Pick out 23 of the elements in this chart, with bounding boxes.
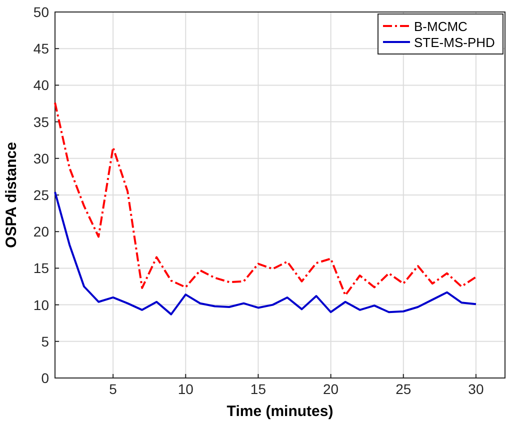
y-tick-label: 45 [33, 40, 50, 57]
x-tick-label: 10 [178, 381, 194, 397]
x-tick-label: 20 [323, 381, 339, 397]
y-tick-label: 20 [33, 224, 50, 240]
legend-label: STE-MS-PHD [414, 35, 495, 50]
y-tick-label: 25 [33, 187, 50, 203]
legend-label: B-MCMC [414, 19, 468, 34]
line-series [54, 102, 477, 296]
y-axis-title: OSPA distance [3, 142, 20, 248]
y-tick-label: 30 [33, 150, 50, 166]
x-tick-label: 30 [468, 381, 484, 397]
y-tick-label: 15 [33, 260, 50, 276]
y-tick-label: 50 [33, 4, 50, 20]
x-tick-label: 25 [396, 381, 412, 397]
x-tick-label: 15 [250, 381, 266, 397]
x-axis-title: Time (minutes) [226, 403, 334, 420]
y-tick-label: 10 [33, 296, 50, 313]
x-tick-label: 5 [109, 381, 118, 397]
y-tick-label: 0 [41, 370, 50, 386]
line-series [54, 191, 477, 316]
y-tick-label: 5 [41, 333, 50, 350]
y-tick-label: 35 [33, 114, 50, 130]
y-tick-label: 40 [33, 77, 50, 94]
